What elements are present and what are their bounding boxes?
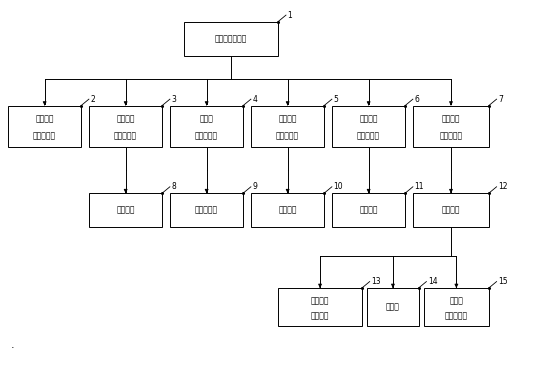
Text: 2: 2 [90, 95, 95, 104]
Text: 14: 14 [428, 277, 437, 286]
Text: 3: 3 [171, 95, 176, 104]
Text: 冷却塔风机: 冷却塔风机 [195, 206, 218, 215]
Text: 13: 13 [371, 277, 381, 286]
Text: 冷冻水: 冷冻水 [450, 296, 463, 305]
Text: 智能控制器: 智能控制器 [276, 131, 299, 140]
Text: 智能控制器: 智能控制器 [195, 131, 218, 140]
Bar [368, 288, 419, 326]
Text: 空调末端: 空调末端 [442, 115, 460, 124]
Text: 12: 12 [498, 182, 507, 191]
Text: 10: 10 [333, 182, 343, 191]
Text: ·: · [11, 343, 14, 353]
Text: 智能控制器: 智能控制器 [357, 131, 380, 140]
Text: 6: 6 [414, 95, 419, 104]
Bar [183, 22, 278, 55]
Bar [278, 288, 362, 326]
Bar [332, 193, 405, 227]
Text: 中央智能控制器: 中央智能控制器 [215, 34, 247, 43]
Bar [251, 193, 324, 227]
Text: 冷冻水泵: 冷冻水泵 [359, 115, 378, 124]
Text: 冷却塔: 冷却塔 [199, 115, 214, 124]
Text: 制冷主机: 制冷主机 [278, 206, 297, 215]
Text: 5: 5 [333, 95, 338, 104]
Text: 智能控制器: 智能控制器 [114, 131, 137, 140]
Text: 11: 11 [414, 182, 424, 191]
Text: 8: 8 [171, 182, 176, 191]
Bar [424, 288, 489, 326]
Text: 冷冻水泵: 冷冻水泵 [359, 206, 378, 215]
Bar [170, 193, 243, 227]
Text: 末端风阀: 末端风阀 [311, 311, 329, 320]
Text: 比例调节阀: 比例调节阀 [445, 311, 468, 320]
Bar [89, 193, 162, 227]
Bar [89, 105, 162, 147]
Bar [170, 105, 243, 147]
Text: 冷却水泵: 冷却水泵 [116, 115, 135, 124]
Text: 4: 4 [252, 95, 257, 104]
Text: 送风支管: 送风支管 [311, 296, 329, 305]
Text: 15: 15 [498, 277, 508, 286]
Text: 风水联动: 风水联动 [35, 115, 54, 124]
Bar [8, 105, 81, 147]
Text: 1: 1 [288, 11, 293, 20]
Bar [413, 193, 489, 227]
Bar [332, 105, 405, 147]
Bar [413, 105, 489, 147]
Text: 智能控制器: 智能控制器 [440, 131, 462, 140]
Text: 9: 9 [252, 182, 257, 191]
Text: 智能控制器: 智能控制器 [33, 131, 56, 140]
Text: 7: 7 [498, 95, 503, 104]
Text: 空调末端: 空调末端 [442, 206, 460, 215]
Bar [251, 105, 324, 147]
Text: 制冷主机: 制冷主机 [278, 115, 297, 124]
Text: 冷却水泵: 冷却水泵 [116, 206, 135, 215]
Text: 送风机: 送风机 [386, 302, 400, 311]
